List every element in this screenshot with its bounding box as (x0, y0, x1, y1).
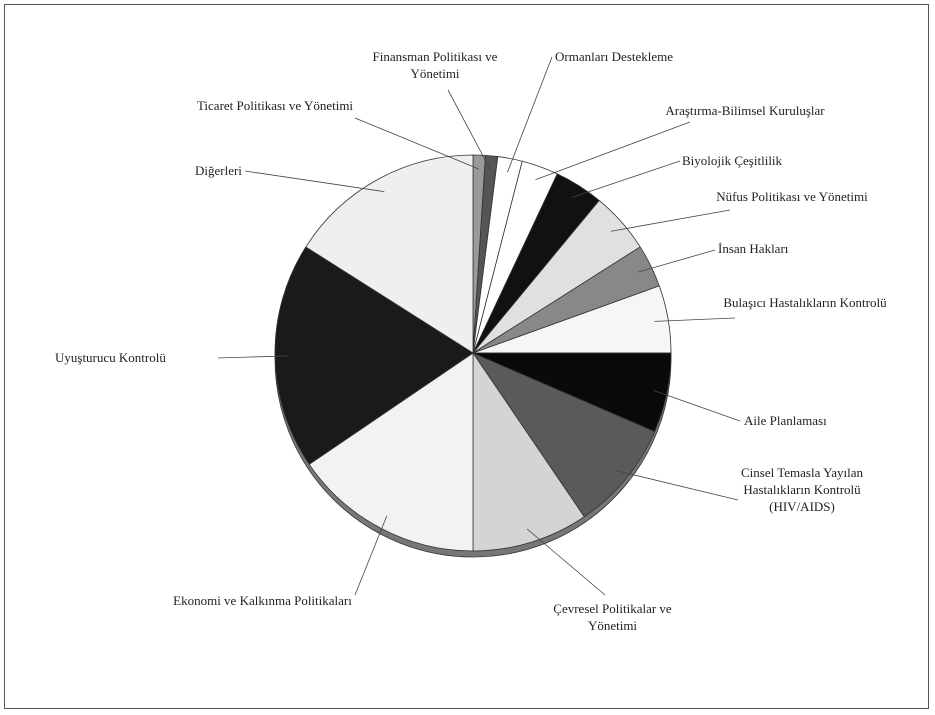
slice-label: Araştırma-Bilimsel Kuruluşlar (665, 103, 825, 118)
leader-line (611, 209, 731, 232)
leader-line (535, 121, 691, 181)
slice-label: Diğerleri (195, 163, 242, 178)
leader-line (217, 355, 289, 359)
slice-label: Çevresel Politikalar ve Yönetimi (553, 601, 672, 633)
slice-label: Nüfus Politikası ve Yönetimi (716, 189, 868, 204)
pie-slice (471, 352, 656, 518)
slice-label: İnsan Hakları (718, 241, 789, 256)
leader-line (614, 469, 739, 501)
pie-slice (472, 351, 585, 552)
slice-label: Aile Planlaması (744, 413, 827, 428)
leader-line (244, 170, 385, 193)
leader-line (638, 249, 716, 273)
leader-line (354, 117, 479, 170)
slice-label: Bulaşıcı Hastalıkların Kontrolü (723, 295, 887, 310)
leader-line (571, 160, 681, 198)
pie-slice (305, 154, 474, 354)
slice-label: Ormanları Destekleme (555, 49, 674, 64)
leader-line (507, 56, 553, 173)
leader-line (653, 389, 741, 422)
slice-label: Ekonomi ve Kalkınma Politikaları (173, 593, 352, 608)
leader-line (354, 515, 388, 596)
slice-label: Finansman Politikası ve Yönetimi (372, 49, 498, 81)
slice-label: Cinsel Temasla Yayılan Hastalıkların Kon… (741, 465, 863, 514)
leader-line (526, 528, 606, 596)
leader-line (654, 317, 736, 322)
pie-slice (308, 352, 474, 552)
slice-label: Biyolojik Çeşitlilik (682, 153, 783, 168)
leader-line (447, 89, 491, 170)
slice-label: Ticaret Politikası ve Yönetimi (196, 98, 354, 113)
slice-label: Uyuşturucu Kontrolü (55, 350, 166, 365)
